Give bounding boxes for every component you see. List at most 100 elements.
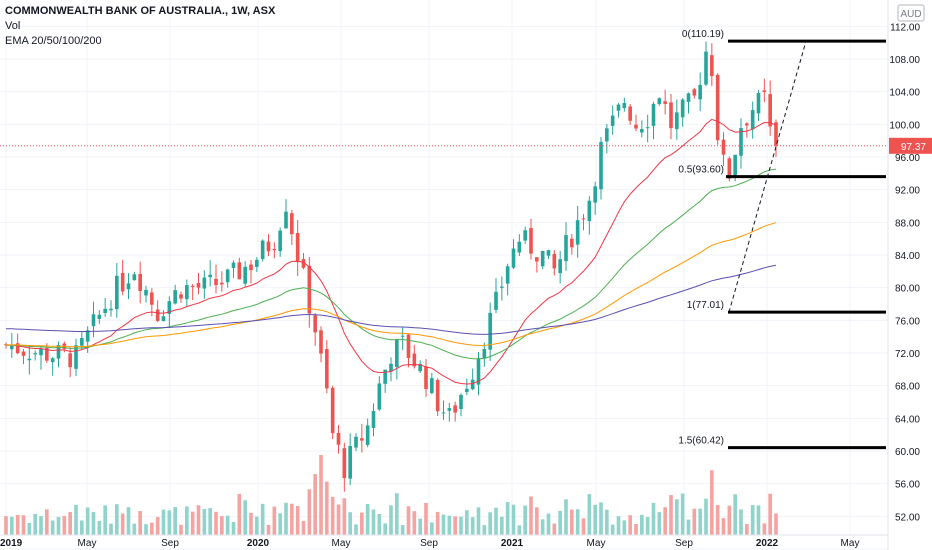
volume-bar <box>721 518 726 535</box>
candle <box>161 310 166 322</box>
candle-body <box>10 346 14 350</box>
candle-body <box>313 315 317 333</box>
candle-body <box>103 308 107 314</box>
candle <box>581 214 586 231</box>
candle-body <box>85 330 90 342</box>
candle-body <box>406 334 411 358</box>
volume-bar <box>669 495 673 535</box>
volume-bar <box>680 493 685 535</box>
candle <box>430 372 434 395</box>
candle <box>587 196 592 235</box>
candle-body <box>336 432 341 445</box>
candle-body <box>237 262 242 280</box>
candle <box>249 260 253 284</box>
candle-body <box>523 230 527 241</box>
candle-body <box>680 99 685 118</box>
candle-body <box>424 366 428 390</box>
candles <box>4 41 778 492</box>
candle-body <box>593 186 597 203</box>
candle <box>488 302 492 361</box>
volume-bar <box>225 515 230 535</box>
last-price-value: 97.37 <box>901 142 926 153</box>
volume-bar <box>505 502 510 535</box>
candle <box>383 369 387 393</box>
ema-line-50 <box>6 168 777 360</box>
candle-body <box>733 154 737 178</box>
candle <box>768 80 772 136</box>
candle-body <box>488 312 492 350</box>
candle <box>715 73 720 145</box>
volume-bar <box>634 523 638 535</box>
volume-bar <box>663 507 667 535</box>
volume-bar <box>500 516 504 535</box>
volume-bar <box>710 470 714 535</box>
candle <box>185 279 189 308</box>
candle <box>336 425 341 454</box>
candle <box>103 297 107 317</box>
volume-bar <box>260 503 265 535</box>
candle <box>243 261 247 287</box>
volume-bar <box>295 506 300 535</box>
y-tick-label: 112.00 <box>890 22 920 33</box>
volume-bar <box>412 511 417 535</box>
candle <box>272 242 277 259</box>
volume-bar <box>424 502 428 535</box>
symbol-title[interactable]: COMMONWEALTH BANK OF AUSTRALIA., 1W, ASX <box>5 5 276 17</box>
volume-bar <box>249 512 253 535</box>
candle-body <box>768 94 772 127</box>
currency-badge[interactable]: AUD <box>897 4 925 22</box>
candle-body <box>476 358 481 385</box>
y-tick-label: 92.00 <box>895 186 920 197</box>
volume-bar <box>605 509 609 535</box>
candle <box>418 360 422 373</box>
fib-level-label: 0(110.19) <box>682 29 724 40</box>
candle <box>774 119 778 157</box>
volume-bar <box>523 505 527 535</box>
candle-body <box>651 103 656 126</box>
y-tick-label: 56.00 <box>895 480 920 491</box>
candle-body <box>704 51 708 85</box>
candle <box>610 105 615 135</box>
volume-bar <box>27 522 32 535</box>
volume-bar <box>581 518 586 535</box>
volume-bar <box>675 499 679 535</box>
candle <box>529 218 533 260</box>
last-price-tag: 97.37 <box>889 137 932 154</box>
volume-bar <box>144 524 148 535</box>
candle-body <box>511 248 516 268</box>
candle-body <box>599 142 603 190</box>
candle <box>750 101 755 139</box>
volume-indicator-label[interactable]: Vol <box>5 20 21 32</box>
ema-indicator-label[interactable]: EMA 20/50/100/200 <box>5 35 102 47</box>
candle-body <box>284 211 288 229</box>
candle-body <box>517 241 522 253</box>
volume-bar <box>756 505 761 535</box>
x-tick-label: 2022 <box>756 538 779 549</box>
candle-body <box>45 348 49 361</box>
volume-bar <box>762 523 767 535</box>
candle <box>74 338 78 377</box>
candle <box>97 310 102 325</box>
candle <box>476 352 481 396</box>
volume-bar <box>750 505 755 535</box>
volume-bar <box>313 474 317 535</box>
volume-bar <box>138 510 142 535</box>
candle-body <box>115 275 119 310</box>
candle-body <box>686 93 691 102</box>
candle <box>196 272 201 295</box>
ema-line-200 <box>5 264 777 335</box>
candle <box>21 349 26 365</box>
x-tick-label: May <box>332 538 351 549</box>
candle-body <box>418 363 422 372</box>
candle <box>260 239 265 262</box>
volume-bar <box>435 511 440 535</box>
fib-level-label: 1.5(60.42) <box>678 436 724 447</box>
volume-bar <box>319 455 323 535</box>
candle <box>564 222 568 271</box>
candle <box>202 270 207 299</box>
candle-body <box>739 128 743 156</box>
y-tick-label: 72.00 <box>895 349 920 360</box>
volume-bar <box>220 516 224 535</box>
candle <box>144 285 148 303</box>
